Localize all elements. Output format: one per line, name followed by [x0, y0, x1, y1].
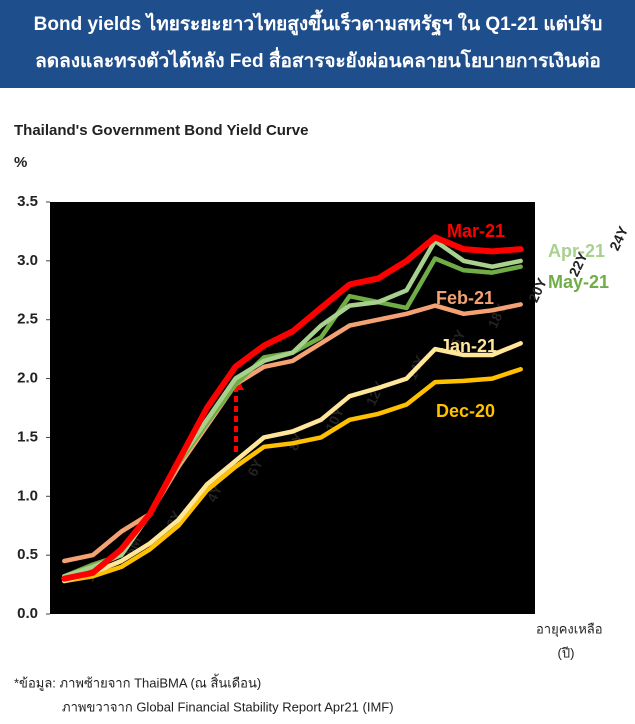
plot-area — [50, 202, 535, 614]
y-tick-label: 2.0 — [17, 370, 38, 387]
x-tick-label: 24Y — [606, 223, 631, 253]
footnote: *ข้อมูล: ภาพซ้ายจาก ThaiBMA (ณ สิ้นเดือน… — [14, 673, 261, 691]
y-tick-label: 3.5 — [17, 193, 38, 210]
series-line — [61, 234, 524, 582]
y-tick-label: 1.0 — [17, 487, 38, 504]
x-tick-label: 6Y — [244, 456, 266, 479]
legend-label: Mar-21 — [447, 221, 505, 241]
series-line — [62, 366, 523, 584]
header-band — [0, 0, 635, 88]
legend-label: Dec-20 — [436, 401, 495, 421]
chart-title: Thailand's Government Bond Yield Curve — [14, 122, 308, 139]
series-line — [62, 341, 523, 584]
x-axis-label: อายุคงเหลือ — [536, 621, 603, 637]
legend-label: Jan-21 — [440, 336, 497, 356]
header-title: Bond yields ไทยระยะยาวไทยสูงขึ้นเร็วตามส… — [34, 9, 603, 37]
x-axis-label: (ปี) — [558, 645, 575, 660]
series-line — [62, 302, 523, 564]
y-tick-label: 3.0 — [17, 252, 38, 269]
y-tick-label: 2.5 — [17, 311, 38, 328]
legend-label: Apr-21 — [548, 241, 605, 261]
legend-label: Feb-21 — [436, 288, 494, 308]
y-axis-label: % — [14, 154, 27, 171]
header-title: ลดลงและทรงตัวได้หลัง Fed สื่อสารจะยังผ่อ… — [35, 47, 601, 72]
footnote: ภาพขวาจาก Global Financial Stability Rep… — [62, 699, 394, 714]
y-tick-label: 1.5 — [17, 428, 38, 445]
y-tick-label: 0.0 — [17, 605, 38, 622]
y-tick-label: 0.5 — [17, 546, 38, 563]
legend-label: May-21 — [548, 272, 609, 292]
